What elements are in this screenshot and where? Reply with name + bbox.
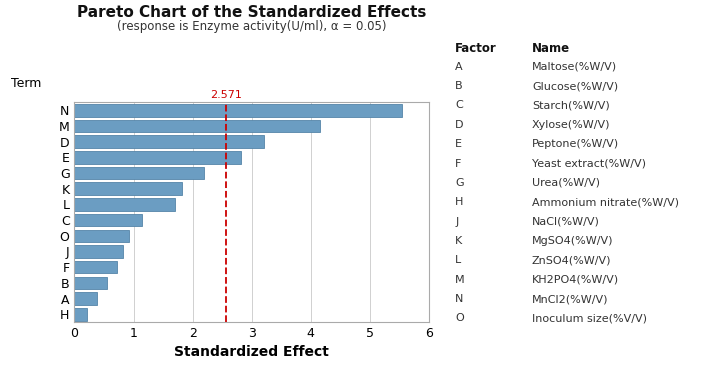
Text: Name: Name	[532, 42, 570, 55]
Bar	[74, 308, 87, 321]
Text: NaCl(%W/V): NaCl(%W/V)	[532, 217, 600, 227]
Text: M: M	[455, 275, 465, 285]
Text: Pareto Chart of the Standardized Effects: Pareto Chart of the Standardized Effects	[77, 5, 426, 20]
Text: J: J	[455, 217, 459, 227]
Text: (response is Enzyme activity(U/ml), α = 0.05): (response is Enzyme activity(U/ml), α = …	[117, 20, 386, 33]
Text: N: N	[455, 294, 464, 304]
Bar	[74, 198, 175, 211]
Text: G: G	[455, 178, 464, 188]
Bar	[74, 277, 107, 289]
Text: L: L	[455, 255, 462, 265]
Bar	[74, 104, 402, 117]
Text: Yeast extract(%W/V): Yeast extract(%W/V)	[532, 158, 646, 169]
Text: KH2PO4(%W/V): KH2PO4(%W/V)	[532, 275, 619, 285]
Text: ZnSO4(%W/V): ZnSO4(%W/V)	[532, 255, 611, 265]
Bar	[74, 261, 117, 273]
Text: H: H	[455, 197, 464, 207]
Text: Term: Term	[11, 76, 41, 90]
Text: C: C	[455, 101, 463, 111]
Text: Urea(%W/V): Urea(%W/V)	[532, 178, 600, 188]
Text: Factor: Factor	[455, 42, 497, 55]
Text: A: A	[455, 62, 463, 72]
Bar	[74, 120, 320, 132]
Text: MgSO4(%W/V): MgSO4(%W/V)	[532, 236, 613, 246]
Text: B: B	[455, 81, 463, 91]
Bar	[74, 292, 97, 305]
Text: F: F	[455, 158, 462, 169]
Text: Glucose(%W/V): Glucose(%W/V)	[532, 81, 618, 91]
X-axis label: Standardized Effect: Standardized Effect	[174, 346, 329, 359]
Text: Maltose(%W/V): Maltose(%W/V)	[532, 62, 617, 72]
Text: 2.571: 2.571	[211, 90, 242, 100]
Text: E: E	[455, 139, 462, 149]
Text: D: D	[455, 120, 464, 130]
Bar	[74, 135, 264, 148]
Text: Peptone(%W/V): Peptone(%W/V)	[532, 139, 619, 149]
Text: MnCl2(%W/V): MnCl2(%W/V)	[532, 294, 608, 304]
Text: Ammonium nitrate(%W/V): Ammonium nitrate(%W/V)	[532, 197, 679, 207]
Bar	[74, 229, 129, 242]
Text: O: O	[455, 314, 464, 324]
Bar	[74, 151, 241, 164]
Bar	[74, 167, 204, 179]
Bar	[74, 214, 143, 227]
Bar	[74, 183, 182, 195]
Bar	[74, 245, 123, 258]
Text: Starch(%W/V): Starch(%W/V)	[532, 101, 610, 111]
Text: K: K	[455, 236, 462, 246]
Text: Inoculum size(%V/V): Inoculum size(%V/V)	[532, 314, 647, 324]
Text: Xylose(%W/V): Xylose(%W/V)	[532, 120, 610, 130]
